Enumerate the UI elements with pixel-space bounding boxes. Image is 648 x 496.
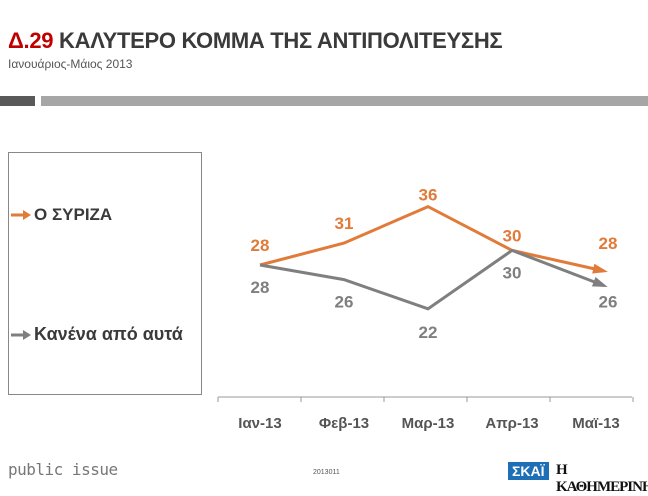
divider-dark [0, 96, 35, 106]
series-arrowhead [591, 276, 608, 288]
footer-brand: public issue [8, 460, 118, 479]
data-label: 26 [599, 293, 618, 312]
footer-code: 2013011 [313, 469, 340, 476]
x-tick-label: Μαϊ-13 [572, 415, 620, 432]
skai-logo: ΣΚΑΪ [508, 462, 549, 480]
legend-item-none: Κανένα από αυτά [11, 324, 183, 345]
divider-light [41, 96, 648, 106]
x-tick-label: Απρ-13 [485, 415, 538, 432]
legend: Ο ΣΥΡΙΖΑ Κανένα από αυτά [8, 152, 202, 395]
data-label: 31 [335, 214, 354, 233]
title-text: ΚΑΛΥΤΕΡΟ ΚΟΜΜΑ ΤΗΣ ΑΝΤΙΠΟΛΙΤΕΥΣΗΣ [59, 28, 503, 53]
data-label: 26 [335, 293, 354, 312]
data-label: 28 [599, 234, 618, 253]
series-arrowhead [592, 263, 608, 274]
x-tick-label: Ιαν-13 [238, 415, 281, 432]
kathimerini-logo: Η ΚΑΘΗΜΕΡΙΝΗ [556, 462, 648, 495]
line-chart: Ιαν-13 Φεβ-13 Μαρ-13 Απρ-13 Μαϊ-13 28 31 36 30 28… [217, 186, 634, 432]
legend-item-syriza: Ο ΣΥΡΙΖΑ [11, 205, 112, 225]
x-tick-label: Μαρ-13 [402, 415, 455, 432]
data-label: 28 [251, 236, 270, 255]
subtitle: Ιανουάριος-Μάιος 2013 [8, 57, 133, 71]
data-label: 28 [251, 278, 270, 297]
data-label: 22 [419, 323, 438, 342]
series-line [259, 248, 605, 311]
arrow-icon [11, 210, 31, 220]
legend-label: Ο ΣΥΡΙΖΑ [34, 205, 113, 224]
x-tick-label: Φεβ-13 [319, 415, 369, 432]
data-label: 36 [419, 186, 438, 205]
slide-code: Δ.29 [8, 28, 54, 53]
arrow-icon [11, 329, 31, 340]
data-label: 30 [503, 226, 522, 245]
series-line [259, 204, 605, 273]
page-title: Δ.29 ΚΑΛΥΤΕΡΟ ΚΟΜΜΑ ΤΗΣ ΑΝΤΙΠΟΛΙΤΕΥΣΗΣ [8, 28, 503, 54]
data-label: 30 [503, 263, 522, 282]
legend-label: Κανένα από αυτά [34, 324, 183, 344]
